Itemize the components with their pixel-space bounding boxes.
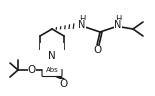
Text: N: N — [78, 20, 86, 30]
Text: H: H — [79, 15, 85, 24]
FancyBboxPatch shape — [42, 63, 62, 77]
Text: O: O — [60, 79, 68, 89]
Text: N: N — [48, 51, 56, 61]
Text: N: N — [114, 20, 122, 30]
Text: O: O — [94, 45, 102, 55]
Text: Abs: Abs — [46, 67, 58, 73]
Text: H: H — [115, 15, 121, 24]
Text: O: O — [28, 65, 36, 75]
